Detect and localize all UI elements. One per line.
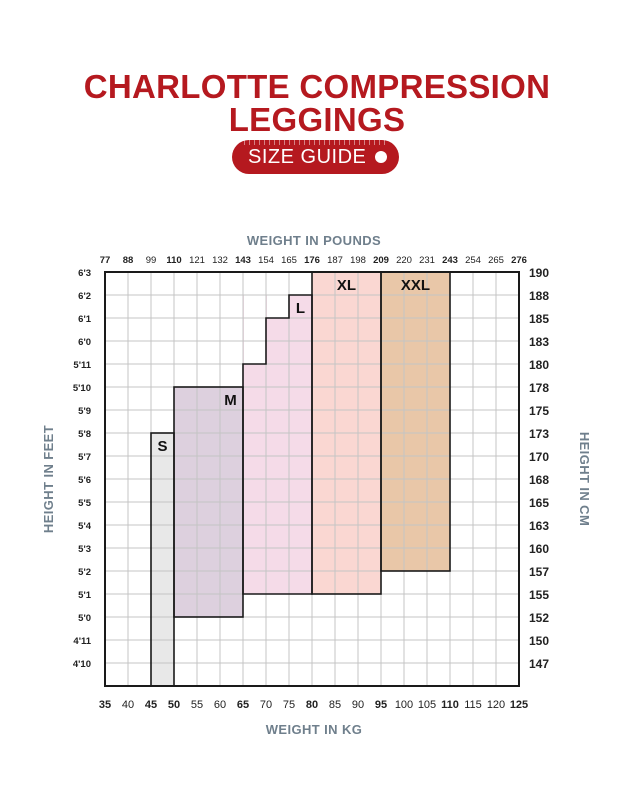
y-cm-tick-label: 165 <box>529 496 549 510</box>
y-ft-tick-label: 6'3 <box>78 268 91 279</box>
chart-labels: S M L XL XXL 35 40 45 50 55 60 65 70 75 80 85 90 95 100 105… <box>41 233 592 737</box>
y-ft-tick-label: 4'11 <box>73 636 91 647</box>
y-cm-tick-label: 170 <box>529 450 549 464</box>
y-cm-tick-label: 180 <box>529 358 549 372</box>
badge-dot-icon <box>375 151 387 163</box>
y-cm-tick-label: 152 <box>529 611 549 625</box>
x-kg-tick-label: 65 <box>237 699 249 711</box>
y-cm-tick-label: 178 <box>529 381 549 395</box>
y-cm-tick-label: 163 <box>529 519 549 533</box>
size-outline-xxl <box>380 271 451 572</box>
x-kg-tick-label: 90 <box>352 699 364 711</box>
x-kg-tick-label: 40 <box>122 699 134 711</box>
y-ft-tick-label: 5'7 <box>78 452 91 463</box>
y-axis-title-cm: HEIGHT IN CM <box>577 432 592 526</box>
size-label-l: L <box>296 300 305 317</box>
size-outlines <box>150 271 451 687</box>
x-lb-tick-label: 165 <box>281 255 297 266</box>
size-block-xxl <box>381 272 450 571</box>
x-lb-tick-label: 254 <box>465 255 481 266</box>
x-lb-tick-label: 276 <box>511 255 527 266</box>
x-kg-tick-label: 70 <box>260 699 272 711</box>
x-lb-tick-label: 231 <box>419 255 435 266</box>
x-lb-tick-label: 198 <box>350 255 366 266</box>
x-axis-title-pounds: WEIGHT IN POUNDS <box>247 233 381 248</box>
y-ft-tick-label: 5'4 <box>78 521 92 532</box>
y-cm-tick-label: 175 <box>529 404 549 418</box>
size-label-xl: XL <box>337 277 356 294</box>
size-guide-label: SIZE GUIDE <box>248 146 367 168</box>
x-kg-tick-label: 80 <box>306 699 318 711</box>
x-kg-tick-label: 55 <box>191 699 203 711</box>
size-label-s: S <box>157 438 167 455</box>
x-lb-tick-label: 154 <box>258 255 274 266</box>
y-axis-title-feet: HEIGHT IN FEET <box>41 425 56 533</box>
x-kg-tick-label: 125 <box>510 699 528 711</box>
x-lb-tick-label: 110 <box>166 255 181 266</box>
x-kg-tick-label: 60 <box>214 699 226 711</box>
x-kg-tick-label: 85 <box>329 699 341 711</box>
y-cm-tick-label: 160 <box>529 542 549 556</box>
x-kg-tick-label: 95 <box>375 699 387 711</box>
x-kg-tick-label: 105 <box>418 699 436 711</box>
x-lb-tick-label: 243 <box>442 255 458 266</box>
size-block-s <box>151 433 174 686</box>
x-kg-tick-label: 35 <box>99 699 111 711</box>
x-lb-tick-label: 209 <box>373 255 389 266</box>
size-block-l-mask <box>267 295 289 318</box>
y-cm-tick-label: 150 <box>529 634 549 648</box>
x-kg-tick-label: 120 <box>487 699 505 711</box>
ruler-ticks <box>244 140 387 145</box>
x-axis-title-kg: WEIGHT IN KG <box>266 722 363 737</box>
page-title-line2: LEGGINGS <box>228 101 406 138</box>
x-lb-tick-label: 187 <box>327 255 343 266</box>
x-kg-tick-label: 100 <box>395 699 413 711</box>
y-ft-tick-label: 5'8 <box>78 429 91 440</box>
y-ft-tick-label: 6'1 <box>78 314 92 325</box>
y-cm-tick-label: 147 <box>529 657 549 671</box>
x-lb-tick-label: 220 <box>396 255 412 266</box>
y-ft-tick-label: 5'6 <box>78 475 91 486</box>
y-ft-tick-label: 5'2 <box>78 567 91 578</box>
size-label-m: M <box>224 392 237 409</box>
y-ft-tick-label: 5'9 <box>78 406 91 417</box>
y-cm-tick-label: 157 <box>529 565 549 579</box>
x-lb-tick-label: 99 <box>146 255 157 266</box>
x-lb-tick-label: 88 <box>123 255 134 266</box>
x-lb-tick-label: 265 <box>488 255 504 266</box>
y-ft-tick-label: 5'11 <box>73 360 91 371</box>
y-ft-tick-label: 5'3 <box>78 544 91 555</box>
y-ft-tick-label: 6'2 <box>78 291 91 302</box>
x-lb-tick-label: 132 <box>212 255 228 266</box>
y-ft-tick-label: 5'0 <box>78 613 91 624</box>
y-cm-tick-label: 155 <box>529 588 549 602</box>
x-lb-tick-label: 121 <box>189 255 205 266</box>
size-label-xxl: XXL <box>401 277 430 294</box>
y-ft-tick-label: 6'0 <box>78 337 91 348</box>
x-lb-tick-label: 77 <box>100 255 111 266</box>
y-cm-tick-label: 173 <box>529 427 549 441</box>
y-cm-tick-label: 183 <box>529 335 549 349</box>
x-lb-tick-label: 143 <box>235 255 251 266</box>
y-ft-tick-label: 5'10 <box>73 383 91 394</box>
x-kg-tick-label: 115 <box>464 699 482 711</box>
x-lb-tick-label: 176 <box>304 255 320 266</box>
x-kg-tick-label: 110 <box>441 699 459 711</box>
page-title-line1: CHARLOTTE COMPRESSION <box>83 68 551 105</box>
y-cm-tick-label: 190 <box>529 266 549 280</box>
size-block-l-mask <box>244 295 266 364</box>
y-ft-tick-label: 5'5 <box>78 498 92 509</box>
y-ft-tick-label: 5'1 <box>78 590 92 601</box>
size-guide-badge: SIZE GUIDE <box>232 140 399 174</box>
x-kg-tick-label: 50 <box>168 699 180 711</box>
x-kg-tick-label: 45 <box>145 699 157 711</box>
y-cm-tick-label: 185 <box>529 312 549 326</box>
y-cm-tick-label: 168 <box>529 473 549 487</box>
y-ft-tick-label: 4'10 <box>73 659 91 670</box>
y-cm-tick-label: 188 <box>529 289 549 303</box>
x-kg-tick-label: 75 <box>283 699 295 711</box>
